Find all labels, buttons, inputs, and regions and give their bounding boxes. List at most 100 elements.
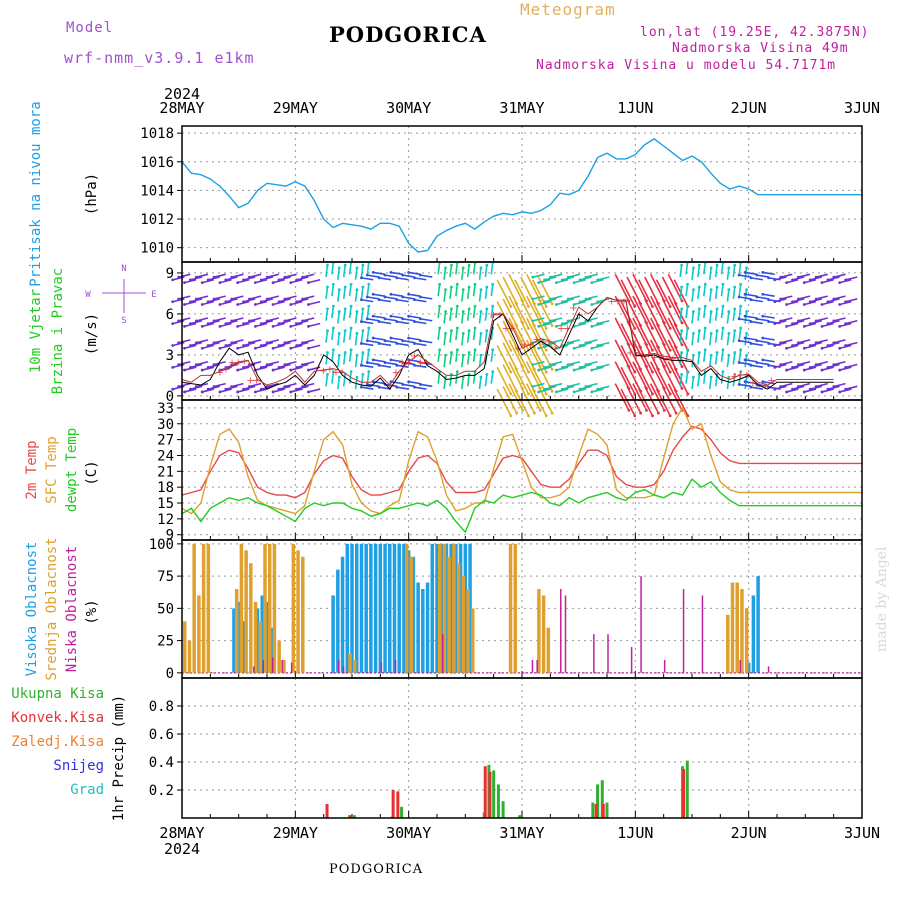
wind-arrowhead bbox=[797, 385, 800, 388]
y-tick-label: 30 bbox=[157, 417, 174, 433]
wind-arrow bbox=[408, 271, 421, 276]
wind-arrowhead bbox=[301, 341, 304, 345]
wind-arrowhead bbox=[200, 390, 204, 394]
wind-arrowhead bbox=[596, 322, 600, 326]
wind-arrowhead bbox=[301, 319, 304, 323]
series-line-dewpt-temp bbox=[181, 478, 862, 534]
wind-arrow bbox=[661, 364, 677, 392]
wind-arrow bbox=[526, 361, 542, 389]
wind-arrowhead bbox=[686, 414, 690, 418]
wind-arrowhead bbox=[743, 314, 747, 318]
wind-arrow bbox=[373, 315, 386, 319]
wind-arrowhead bbox=[295, 344, 299, 347]
wind-arrowhead bbox=[271, 346, 275, 350]
wind-arrow bbox=[655, 301, 671, 329]
wind-arrow bbox=[325, 308, 329, 321]
wind-arrowhead bbox=[253, 303, 257, 306]
wind-arrow bbox=[661, 342, 677, 370]
wind-arrowhead bbox=[584, 341, 588, 345]
wind-arrowhead bbox=[371, 358, 375, 362]
bar-visoka-oblacnost bbox=[378, 543, 383, 673]
wind-arrow bbox=[367, 383, 380, 388]
wind-arrowhead bbox=[485, 263, 489, 267]
gust-marker: + bbox=[386, 381, 394, 392]
y-tick-label: 33 bbox=[157, 401, 174, 417]
gust-marker: + bbox=[240, 356, 248, 367]
wind-arrow bbox=[661, 298, 677, 326]
wind-arrowhead bbox=[832, 275, 836, 279]
x-tick-label-top: 31MAY bbox=[499, 99, 544, 117]
wind-arrowhead bbox=[549, 319, 552, 323]
wind-arrow bbox=[196, 382, 209, 388]
wind-arrowhead bbox=[265, 275, 269, 279]
wind-arrowhead bbox=[680, 365, 684, 369]
wind-arrowhead bbox=[808, 344, 812, 347]
wind-arrow bbox=[402, 296, 415, 300]
wind-arrowhead bbox=[218, 281, 222, 285]
wind-arrowhead bbox=[721, 348, 725, 352]
wind-arrowhead bbox=[709, 266, 713, 270]
wind-arrow bbox=[231, 360, 244, 366]
wind-arrowhead bbox=[371, 336, 375, 340]
wind-arrow bbox=[644, 320, 660, 348]
wind-arrowhead bbox=[767, 276, 771, 280]
wind-arrowhead bbox=[485, 307, 489, 311]
wind-arrow bbox=[361, 320, 374, 325]
wind-arrowhead bbox=[779, 275, 783, 279]
wind-arrow bbox=[308, 322, 321, 328]
wind-arrowhead bbox=[662, 408, 666, 412]
wind-arrowhead bbox=[461, 266, 465, 270]
wind-arrowhead bbox=[355, 332, 359, 335]
wind-arrow bbox=[726, 355, 730, 368]
wind-arrowhead bbox=[838, 281, 842, 285]
wind-arrowhead bbox=[253, 281, 257, 285]
wind-arrowhead bbox=[572, 390, 576, 394]
wind-arrow bbox=[414, 342, 427, 347]
wind-arrowhead bbox=[301, 275, 304, 279]
bar-srednja-oblacnost bbox=[192, 543, 196, 673]
wind-arrowhead bbox=[826, 365, 830, 369]
wind-arrow bbox=[367, 274, 380, 278]
wind-arrow bbox=[373, 359, 386, 363]
wind-arrowhead bbox=[389, 292, 393, 296]
wind-arrow bbox=[178, 360, 191, 366]
wind-arrow bbox=[620, 323, 636, 351]
bar-ukupna-kisa bbox=[352, 815, 356, 818]
wind-arrowhead bbox=[413, 298, 416, 302]
wind-arrow bbox=[738, 349, 742, 362]
wind-arrow bbox=[685, 371, 689, 384]
x-tick-label-bottom: 2JUN bbox=[731, 824, 767, 842]
wind-arrowhead bbox=[259, 365, 263, 369]
bar-ukupna-kisa bbox=[600, 780, 604, 818]
wind-arrowhead bbox=[538, 408, 542, 412]
wind-arrow bbox=[614, 361, 630, 389]
y-tick-label: 0.4 bbox=[149, 755, 174, 771]
wind-arrowhead bbox=[473, 304, 477, 308]
wind-arrowhead bbox=[419, 317, 422, 321]
wind-arrowhead bbox=[692, 288, 695, 292]
bar-srednja-oblacnost bbox=[249, 563, 253, 673]
wind-arrow bbox=[739, 339, 752, 344]
wind-arrowhead bbox=[737, 383, 741, 386]
bar-srednja-oblacnost bbox=[352, 659, 357, 673]
wind-arrow bbox=[585, 339, 598, 344]
wind-arrow bbox=[685, 284, 689, 297]
wind-arrow bbox=[231, 382, 244, 388]
bar-visoka-oblacnost bbox=[232, 608, 236, 673]
wind-arrowhead bbox=[200, 303, 204, 306]
wind-arrow bbox=[449, 265, 453, 278]
wind-arrowhead bbox=[802, 390, 806, 394]
wind-arrow bbox=[708, 377, 712, 390]
bar-niska-oblacnost bbox=[640, 576, 642, 673]
wind-arrowhead bbox=[407, 336, 411, 340]
wind-arrowhead bbox=[218, 303, 222, 306]
wind-arrowhead bbox=[554, 368, 558, 372]
wind-arrow bbox=[732, 265, 736, 278]
wind-arrowhead bbox=[395, 320, 399, 323]
wind-arrowhead bbox=[749, 385, 753, 389]
wind-arrowhead bbox=[337, 332, 341, 335]
y-tick-label: 24 bbox=[157, 448, 174, 464]
wind-arrow bbox=[460, 355, 465, 368]
wind-arrow bbox=[496, 279, 512, 307]
bar-visoka-oblacnost bbox=[241, 621, 246, 673]
